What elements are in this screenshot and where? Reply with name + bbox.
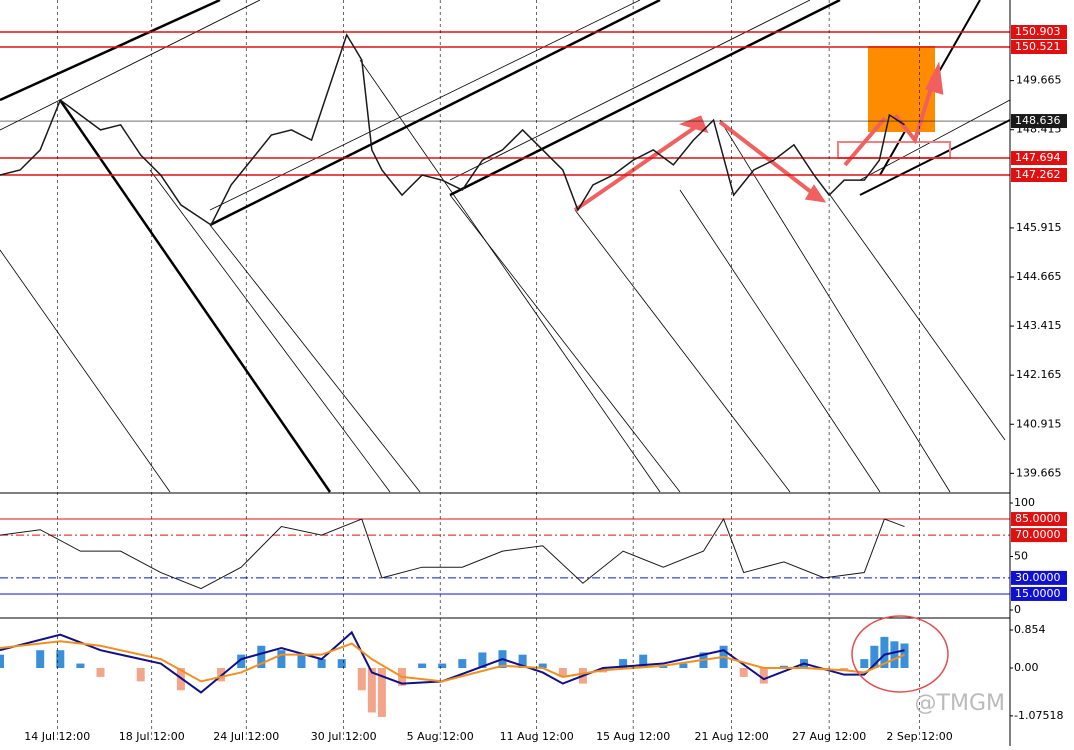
histogram-bar bbox=[518, 654, 527, 669]
histogram-bar bbox=[538, 663, 547, 669]
histogram-bar bbox=[418, 663, 427, 669]
histogram-bar bbox=[659, 665, 668, 669]
level-label: 148.636 bbox=[1015, 114, 1061, 127]
series-line bbox=[0, 630, 905, 694]
x-tick-label: 15 Aug 12:00 bbox=[596, 730, 670, 743]
trend-lines bbox=[0, 0, 1011, 493]
histogram-bar bbox=[438, 663, 447, 669]
histogram-bar bbox=[357, 668, 366, 691]
histogram-bar bbox=[860, 659, 869, 669]
series-line bbox=[0, 640, 905, 683]
histogram-bar bbox=[36, 650, 45, 669]
histogram-bar bbox=[639, 654, 648, 669]
y-tick-label: 143.415 bbox=[1016, 319, 1062, 332]
y-tick-label: 0.00 bbox=[1014, 661, 1039, 674]
level-label: 30.0000 bbox=[1015, 571, 1061, 584]
level-label: 150.521 bbox=[1015, 40, 1061, 53]
histogram-bar bbox=[900, 643, 909, 669]
histogram-bar bbox=[840, 668, 849, 671]
histogram-bar bbox=[136, 668, 145, 682]
level-tag bbox=[1011, 586, 1067, 601]
level-tag bbox=[1011, 528, 1067, 543]
x-tick-label: 11 Aug 12:00 bbox=[500, 730, 574, 743]
highlight-circle bbox=[851, 615, 949, 693]
level-label: 147.694 bbox=[1015, 151, 1061, 164]
y-tick-label: 100 bbox=[1014, 496, 1035, 509]
histogram-bar bbox=[759, 668, 768, 684]
x-tick-label: 21 Aug 12:00 bbox=[695, 730, 769, 743]
x-tick-label: 2 Sep 12:00 bbox=[886, 730, 952, 743]
histogram-bar bbox=[0, 654, 4, 669]
target-zone bbox=[868, 46, 935, 132]
level-tag bbox=[1011, 151, 1067, 166]
histogram-bar bbox=[337, 659, 346, 669]
x-tick-label: 5 Aug 12:00 bbox=[407, 730, 474, 743]
level-tag bbox=[1011, 40, 1067, 55]
histogram-bar bbox=[76, 663, 85, 669]
x-tick-label: 30 Jul 12:00 bbox=[311, 730, 377, 743]
level-tag bbox=[1011, 570, 1067, 585]
series-line bbox=[0, 33, 905, 227]
y-tick-label: 149.665 bbox=[1016, 74, 1062, 87]
histogram-bar bbox=[890, 641, 899, 669]
x-tick-label: 24 Jul 12:00 bbox=[213, 730, 279, 743]
histogram-bar bbox=[277, 650, 286, 669]
x-tick-label: 18 Jul 12:00 bbox=[119, 730, 185, 743]
histogram-bar bbox=[56, 650, 65, 669]
histogram-bar bbox=[237, 654, 246, 669]
level-label: 150.903 bbox=[1015, 25, 1061, 38]
y-tick-label: 144.665 bbox=[1016, 270, 1062, 283]
histogram-bar bbox=[880, 636, 889, 669]
level-label: 15.0000 bbox=[1015, 587, 1061, 600]
x-tick-label: 14 Jul 12:00 bbox=[24, 730, 90, 743]
histogram-bar bbox=[317, 659, 326, 669]
watermark: @TMGM bbox=[915, 691, 1005, 716]
y-tick-label: 142.165 bbox=[1016, 368, 1062, 381]
histogram-bar bbox=[779, 665, 788, 669]
y-tick-label: 0.854 bbox=[1014, 623, 1046, 636]
histogram-bar bbox=[739, 668, 748, 677]
level-tag bbox=[1011, 167, 1067, 182]
y-tick-label: 0 bbox=[1014, 603, 1021, 616]
x-tick-label: 27 Aug 12:00 bbox=[792, 730, 866, 743]
histogram-bar bbox=[96, 668, 105, 677]
histogram-bar bbox=[297, 654, 306, 669]
histogram-bar bbox=[558, 668, 567, 677]
histogram-bar bbox=[619, 659, 628, 669]
y-tick-label: 145.915 bbox=[1016, 221, 1062, 234]
histogram-bar bbox=[679, 663, 688, 669]
level-label: 70.0000 bbox=[1015, 528, 1061, 541]
y-tick-label: 50 bbox=[1014, 549, 1028, 562]
y-tick-label: 140.915 bbox=[1016, 417, 1062, 430]
y-tick-label: 139.665 bbox=[1016, 466, 1062, 479]
level-label: 85.0000 bbox=[1015, 512, 1061, 525]
histogram-bar bbox=[367, 668, 376, 713]
histogram-bar bbox=[458, 659, 467, 669]
series-line bbox=[0, 517, 905, 590]
level-tag bbox=[1011, 114, 1067, 129]
y-tick-label: -1.07518 bbox=[1014, 709, 1063, 722]
level-tag bbox=[1011, 25, 1067, 40]
histogram-bar bbox=[870, 645, 879, 669]
level-tag bbox=[1011, 512, 1067, 527]
histogram-bar bbox=[377, 668, 386, 717]
histogram-bar bbox=[257, 645, 266, 669]
level-label: 147.262 bbox=[1015, 168, 1061, 181]
histogram-bar bbox=[478, 652, 487, 669]
